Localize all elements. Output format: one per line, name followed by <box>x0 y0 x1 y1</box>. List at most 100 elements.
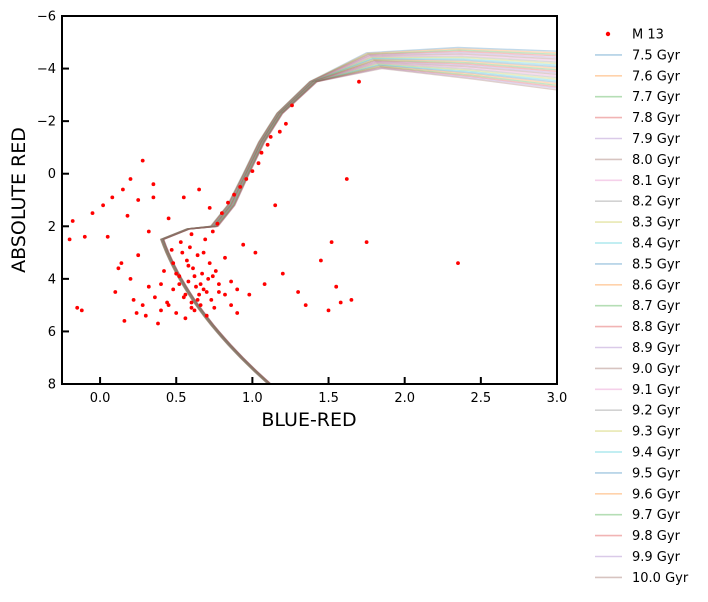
scatter-point <box>357 79 361 84</box>
scatter-point <box>195 253 200 258</box>
scatter-point <box>181 195 186 200</box>
y-tick-label: 2 <box>48 220 56 235</box>
scatter-point <box>165 300 170 305</box>
legend-label: 8.8 Gyr <box>632 320 681 335</box>
scatter-point <box>162 269 166 273</box>
scatter-point <box>253 250 258 255</box>
scatter-point <box>223 292 227 297</box>
scatter-point <box>329 240 334 245</box>
scatter-point <box>67 237 72 242</box>
scatter-point <box>277 129 282 134</box>
legend-label: 9.1 Gyr <box>632 383 681 398</box>
scatter-point <box>296 290 300 294</box>
legend-label: M 13 <box>632 28 664 43</box>
scatter-point <box>290 103 294 108</box>
isochrone-curve <box>160 55 557 384</box>
scatter-point <box>125 213 130 218</box>
y-tick-label: −4 <box>37 62 56 77</box>
y-tick-label: 6 <box>48 325 56 340</box>
scatter-point <box>217 282 221 286</box>
scatter-point <box>194 284 198 289</box>
scatter-point <box>171 287 176 292</box>
scatter-point <box>151 195 156 200</box>
scatter-point <box>326 308 331 313</box>
scatter-point <box>192 274 197 279</box>
legend-marker-m13 <box>605 31 611 37</box>
legend-label: 7.8 Gyr <box>632 111 681 126</box>
scatter-point <box>235 287 240 292</box>
scatter-point <box>156 321 160 326</box>
scatter-point <box>90 211 95 216</box>
isochrone-curve <box>160 49 557 384</box>
scatter-point <box>159 282 163 286</box>
legend-label: 8.1 Gyr <box>632 174 681 189</box>
isochrone-curve <box>162 65 557 384</box>
scatter-point <box>183 316 188 321</box>
isochrone-curve <box>160 53 557 384</box>
scatter-point <box>159 308 163 313</box>
isochrone-curve <box>162 64 557 384</box>
scatter-point <box>209 298 214 302</box>
scatter-point <box>220 211 224 216</box>
scatter-point <box>319 258 323 263</box>
scatter-point <box>344 177 349 181</box>
scatter-point <box>75 305 80 310</box>
scatter-point <box>256 161 261 166</box>
scatter-point <box>186 279 191 284</box>
scatter-point <box>204 313 209 318</box>
scatter-point <box>122 319 127 323</box>
scatter-point <box>140 158 145 163</box>
scatter-point <box>364 240 369 245</box>
scatter-point <box>171 261 176 265</box>
isochrone-curve <box>161 58 557 384</box>
scatter-point <box>213 269 218 273</box>
scatter-point <box>250 169 255 174</box>
isochrone-curve <box>159 46 557 384</box>
legend-label: 8.4 Gyr <box>632 237 681 252</box>
scatter-point <box>146 284 151 289</box>
legend-label: 7.5 Gyr <box>632 48 681 63</box>
scatter-point <box>183 292 188 297</box>
scatter-point <box>259 150 264 155</box>
scatter-point <box>70 219 75 223</box>
y-tick-label: 8 <box>48 378 56 393</box>
isochrone-curve <box>160 51 557 384</box>
legend-label: 9.7 Gyr <box>632 508 681 523</box>
legend-label: 9.3 Gyr <box>632 425 681 440</box>
legend-label: 8.0 Gyr <box>632 153 681 168</box>
scatter-point <box>201 250 206 255</box>
isochrone-curves <box>159 46 557 384</box>
scatter-point <box>338 300 343 305</box>
scatter-point <box>235 311 240 315</box>
scatter-point <box>151 182 156 187</box>
scatter-point <box>244 177 249 181</box>
scatter-point <box>177 282 182 286</box>
scatter-point <box>169 248 174 252</box>
scatter-point <box>232 192 237 197</box>
isochrone-curve <box>162 65 557 384</box>
y-axis-label: ABSOLUTE RED <box>8 127 30 273</box>
scatter-point <box>203 237 208 242</box>
scatter-point <box>191 266 195 271</box>
scatter-point <box>82 234 87 239</box>
isochrone-curve <box>161 62 557 384</box>
isochrone-curve <box>159 48 557 384</box>
scatter-point <box>247 292 252 297</box>
scatter-point <box>201 287 206 292</box>
scatter-point <box>131 298 136 302</box>
scatter-point <box>223 255 227 260</box>
x-tick-label: 0.5 <box>166 391 187 406</box>
scatter-point <box>192 308 197 313</box>
legend-label: 8.2 Gyr <box>632 195 681 210</box>
scatter-points <box>67 79 460 326</box>
x-tick-label: 3.0 <box>547 391 568 406</box>
legend-label: 9.5 Gyr <box>632 466 681 481</box>
scatter-point <box>198 282 203 286</box>
isochrone-curve <box>160 50 557 384</box>
isochrone-curve <box>162 67 557 384</box>
x-tick-label: 2.0 <box>394 391 415 406</box>
scatter-point <box>207 206 212 210</box>
x-axis-label: BLUE-RED <box>261 409 356 431</box>
scatter-point <box>146 229 151 234</box>
scatter-point <box>273 203 278 208</box>
